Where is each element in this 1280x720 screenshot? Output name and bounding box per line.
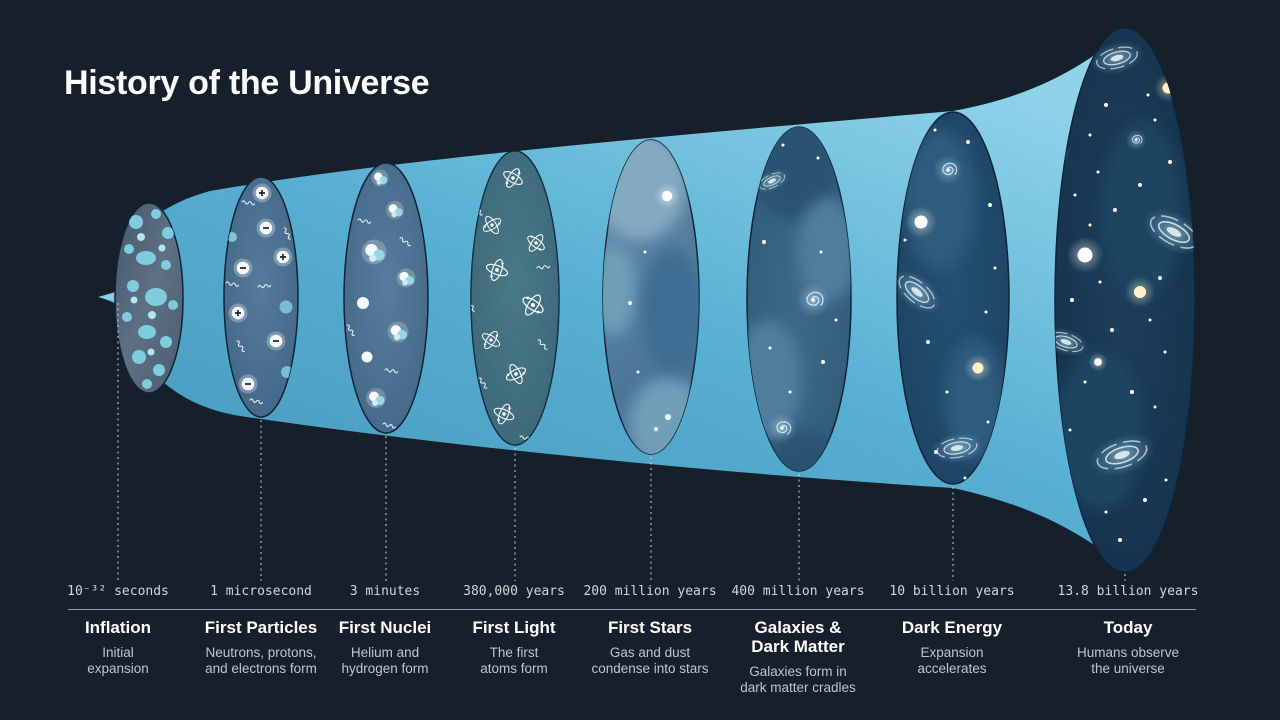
- stage-description: Gas and dust condense into stars: [591, 645, 709, 676]
- timeline-stage: 10⁻³² seconds Inflation Initial expansio…: [28, 584, 208, 677]
- stage-time-label: 13.8 billion years: [1057, 584, 1199, 599]
- stage-name: Galaxies & Dark Matter: [751, 618, 845, 656]
- timeline-stage: 400 million years Galaxies & Dark Matter…: [708, 584, 888, 696]
- timeline-stage: 380,000 years First Light The first atom…: [424, 584, 604, 677]
- stage-name: First Nuclei: [338, 618, 432, 637]
- stage-description: Initial expansion: [87, 645, 149, 676]
- stage-description: Humans observe the universe: [1076, 645, 1180, 676]
- stage-description: The first atoms form: [480, 645, 548, 676]
- stage-name: Today: [1103, 618, 1153, 637]
- stage-description: Helium and hydrogen form: [341, 645, 429, 676]
- epoch-disk-dark-energy: [896, 111, 1010, 485]
- stage-name: First Stars: [607, 618, 693, 637]
- stage-time-label: 400 million years: [731, 584, 865, 599]
- page-title: History of the Universe: [64, 64, 430, 102]
- epoch-disk-first-particles: [223, 176, 299, 418]
- timeline-stage: 1 microsecond First Particles Neutrons, …: [171, 584, 351, 677]
- stage-description: Expansion accelerates: [917, 645, 987, 676]
- stage-name: First Particles: [204, 618, 318, 637]
- stage-time-label: 10 billion years: [889, 584, 1015, 599]
- stage-name: Inflation: [84, 618, 152, 637]
- stage-name: Dark Energy: [901, 618, 1003, 637]
- stage-description: Neutrons, protons, and electrons form: [205, 645, 317, 676]
- epoch-disk-galaxies-dark-matter: [746, 126, 852, 472]
- epoch-disk-today: [1054, 27, 1196, 573]
- timeline-connectors: [117, 303, 1126, 581]
- stage-description: Galaxies form in dark matter cradles: [740, 664, 856, 695]
- stage-time-label: 380,000 years: [463, 584, 565, 599]
- timeline-stage: 10 billion years Dark Energy Expansion a…: [862, 584, 1042, 677]
- timeline-axis: [68, 609, 1196, 610]
- stage-name: First Light: [472, 618, 556, 637]
- epoch-disk-first-nuclei: [343, 162, 429, 434]
- epoch-disk-inflation: [114, 202, 184, 394]
- quantum-fluctuation-blobs: [122, 209, 178, 389]
- stage-time-label: 3 minutes: [349, 584, 421, 599]
- timeline-stage: 200 million years First Stars Gas and du…: [560, 584, 740, 677]
- timeline-stage: 13.8 billion years Today Humans observe …: [1038, 584, 1218, 677]
- stage-time-label: 200 million years: [583, 584, 717, 599]
- timeline-stage: 3 minutes First Nuclei Helium and hydrog…: [295, 584, 475, 677]
- epoch-disk-first-light: [470, 150, 560, 446]
- stage-time-label: 10⁻³² seconds: [67, 584, 169, 599]
- stage-time-label: 1 microsecond: [210, 584, 312, 599]
